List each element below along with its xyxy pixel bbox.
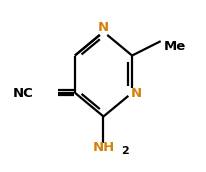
Text: NH: NH <box>92 141 114 154</box>
Text: NC: NC <box>12 87 33 100</box>
Text: Me: Me <box>163 40 185 53</box>
Text: N: N <box>130 87 141 100</box>
Text: 2: 2 <box>120 146 128 156</box>
Text: N: N <box>97 21 109 34</box>
